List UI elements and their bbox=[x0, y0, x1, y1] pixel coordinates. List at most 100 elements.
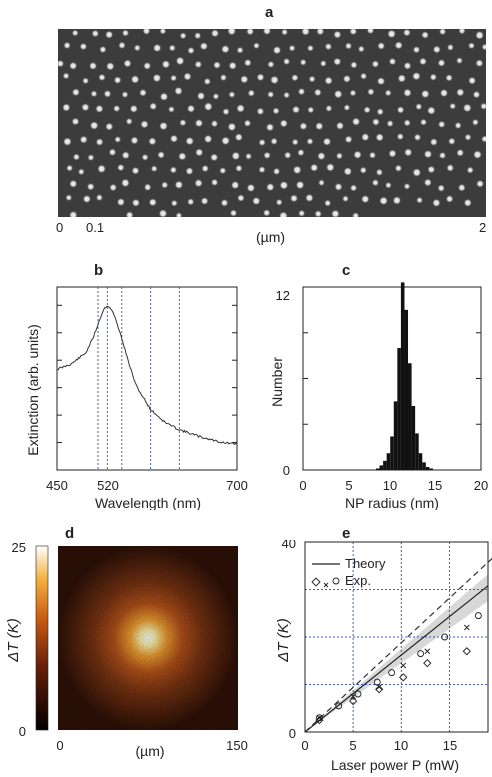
histogram-bar bbox=[429, 468, 433, 470]
histogram-bar bbox=[383, 460, 387, 470]
nanoparticle-dot bbox=[292, 75, 298, 81]
nanoparticle-dot bbox=[106, 31, 113, 38]
nanoparticle-dot bbox=[176, 213, 182, 217]
nanoparticle-dot bbox=[220, 168, 226, 174]
xtick-c-15: 15 bbox=[428, 478, 442, 493]
nanoparticle-dot bbox=[122, 152, 129, 159]
nanoparticle-dot bbox=[175, 87, 182, 94]
nanoparticle-dot bbox=[223, 109, 229, 115]
nanoparticle-dot bbox=[428, 107, 435, 114]
xlabel-b: Wavelength (nm) bbox=[95, 495, 201, 510]
nanoparticle-dot bbox=[140, 90, 146, 96]
histogram-bar bbox=[379, 465, 384, 470]
nanoparticle-dot bbox=[343, 196, 348, 202]
nanoparticle-dot bbox=[244, 120, 251, 126]
histogram-bar bbox=[400, 282, 405, 470]
nanoparticle-dot bbox=[186, 137, 193, 145]
panel-letter-a: a bbox=[265, 4, 274, 21]
nanoparticle-dot bbox=[247, 184, 254, 191]
nanoparticle-dot bbox=[385, 90, 391, 96]
nanoparticle-dot bbox=[151, 166, 157, 172]
nanoparticle-dot bbox=[72, 118, 79, 125]
nanoparticle-dot bbox=[440, 29, 446, 35]
nanoparticle-dot bbox=[413, 47, 420, 53]
nanoparticle-dot bbox=[63, 73, 69, 79]
nanoparticle-dot bbox=[264, 210, 270, 216]
nanoparticle-dot bbox=[360, 167, 366, 173]
nanoparticle-dot bbox=[404, 120, 410, 126]
data-point-cross bbox=[316, 714, 323, 721]
nanoparticle-dot bbox=[284, 92, 289, 98]
nanoparticle-dot bbox=[323, 138, 331, 145]
nanoparticle-dot bbox=[344, 168, 351, 175]
data-point-circle bbox=[388, 669, 396, 677]
nanoparticle-dot bbox=[159, 210, 167, 217]
nanoparticle-dot bbox=[474, 151, 481, 158]
nanoparticle-dot bbox=[476, 60, 483, 66]
nanoparticle-dot bbox=[160, 93, 168, 100]
ytick-e-40: 40 bbox=[282, 540, 296, 551]
nanoparticle-dot bbox=[246, 153, 251, 159]
nanoparticle-dot bbox=[414, 134, 421, 140]
nanoparticle-dot bbox=[273, 47, 281, 54]
nanoparticle-dot bbox=[446, 75, 452, 81]
nanoparticle-dot bbox=[122, 92, 128, 97]
nanoparticle-dot bbox=[424, 151, 432, 158]
nanoparticle-dot bbox=[202, 165, 208, 172]
nanoparticle-dot bbox=[422, 32, 428, 38]
nanoparticle-dot bbox=[317, 29, 324, 35]
nanoparticle-dot bbox=[438, 60, 445, 66]
nanoparticle-dot bbox=[230, 210, 237, 216]
nanoparticle-dot bbox=[370, 152, 375, 158]
nanoparticle-dot bbox=[446, 196, 453, 202]
data-point-cross bbox=[463, 624, 470, 631]
nanoparticle-dot bbox=[469, 43, 474, 49]
nanoparticle-dot bbox=[457, 58, 462, 63]
nanoparticle-dot bbox=[335, 90, 342, 98]
nanoparticle-dot bbox=[237, 105, 244, 112]
nanoparticle-dot bbox=[457, 150, 463, 156]
nanoparticle-dot bbox=[351, 62, 357, 68]
nanoparticle-dot bbox=[126, 118, 132, 124]
data-point-diamond bbox=[315, 715, 324, 725]
nanoparticle-dot bbox=[162, 61, 169, 68]
nanoparticle-dot bbox=[464, 199, 471, 206]
nanoparticle-dot bbox=[473, 91, 480, 98]
nanoparticle-dot bbox=[144, 63, 150, 69]
nanoparticle-dot bbox=[83, 196, 90, 202]
nanoparticle-dot bbox=[476, 32, 483, 39]
nanoparticle-dot bbox=[449, 138, 455, 144]
nanoparticle-dot bbox=[83, 78, 88, 84]
nanoparticle-dot bbox=[367, 29, 374, 33]
nanoparticle-dot bbox=[296, 181, 304, 189]
nanoparticle-dot bbox=[188, 48, 194, 54]
nanoparticle-dot bbox=[160, 122, 167, 130]
nanoparticle-dot bbox=[158, 152, 164, 158]
legend-theory: Theory bbox=[345, 556, 386, 571]
unit-label-a: (µm) bbox=[256, 229, 286, 245]
nanoparticle-dot bbox=[171, 75, 176, 81]
nanoparticle-dot bbox=[80, 136, 87, 143]
nanoparticle-dot bbox=[438, 185, 444, 191]
data-point-diamond bbox=[399, 673, 408, 682]
nanoparticle-dot bbox=[404, 184, 410, 189]
nanoparticle-dot bbox=[259, 139, 265, 146]
tick-a-0: 0 bbox=[56, 220, 64, 235]
nanoparticle-dot bbox=[346, 43, 351, 49]
nanoparticle-dot bbox=[280, 120, 287, 127]
nanoparticle-dot bbox=[99, 74, 105, 80]
nanoparticle-dot bbox=[96, 139, 103, 145]
nanoparticle-dot bbox=[238, 195, 244, 201]
nanoparticle-dot bbox=[358, 46, 364, 52]
nanoparticle-dot bbox=[142, 154, 148, 160]
nanoparticle-dot bbox=[298, 150, 304, 156]
nanoparticle-dot bbox=[114, 105, 120, 112]
nanoparticle-dot bbox=[268, 92, 274, 97]
nanoparticle-dot bbox=[186, 168, 193, 174]
nanoparticle-dot bbox=[198, 93, 204, 99]
nanoparticle-dot bbox=[431, 139, 437, 145]
nanoparticle-dot bbox=[70, 180, 77, 187]
nanoparticle-dot bbox=[441, 90, 447, 96]
nanoparticle-dot bbox=[228, 29, 235, 35]
xtick-c-10: 10 bbox=[383, 478, 397, 493]
